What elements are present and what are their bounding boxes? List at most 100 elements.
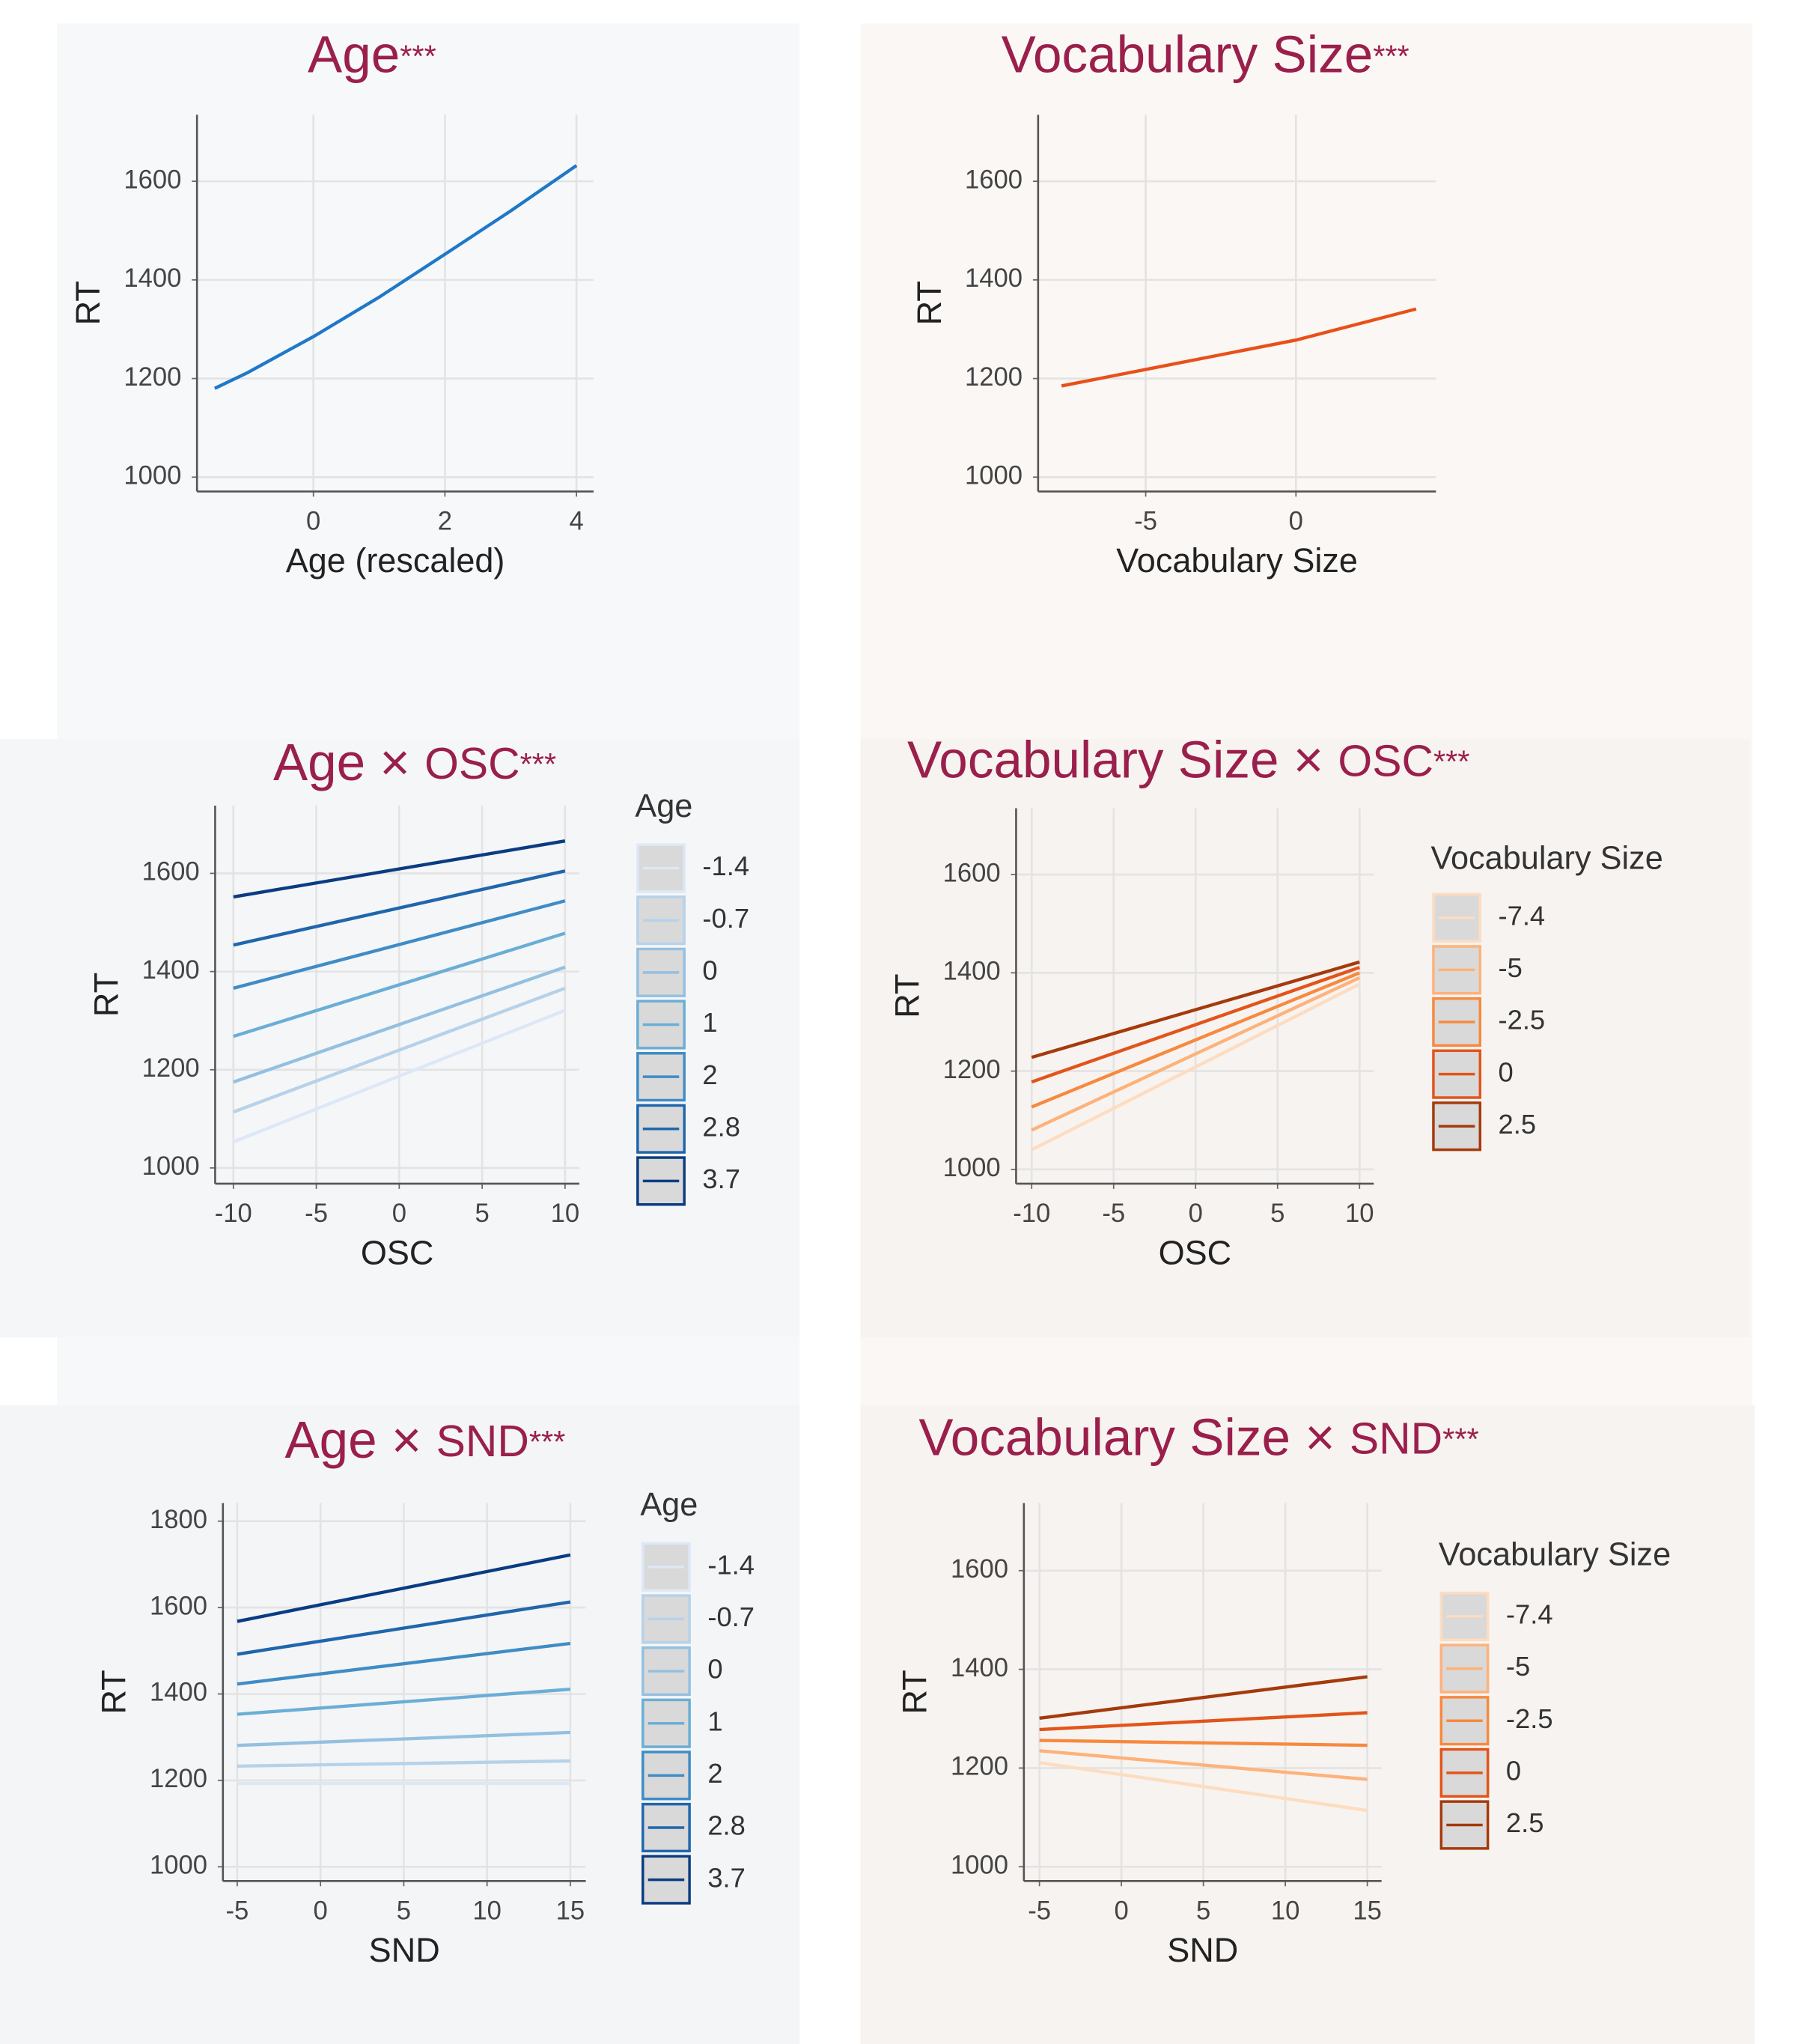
x-axis-label: SND [1167,1931,1238,1969]
y-tick-label: 1600 [943,859,1001,887]
x-tick-label: 10 [472,1897,502,1925]
chart-title: Age × OSC*** [273,733,556,791]
y-tick-label: 1400 [124,264,181,293]
legend-label: -2.5 [1506,1703,1553,1734]
legend-label: 2.5 [1506,1807,1544,1838]
x-tick-label: 0 [392,1199,406,1228]
series-line [233,869,566,947]
series-line [233,899,566,991]
series-line [1031,982,1361,1152]
x-tick-label: -5 [1102,1199,1125,1228]
x-tick-label: -10 [215,1199,252,1228]
legend-label: -5 [1506,1651,1530,1682]
series-line [1031,966,1360,1084]
legend-label: -1.4 [707,1549,755,1580]
x-tick-label: 10 [1271,1897,1300,1925]
y-tick-label: 1000 [124,461,181,490]
chart-title: Vocabulary Size*** [1002,25,1410,84]
y-tick-label: 1200 [943,1056,1001,1084]
legend-label: 0 [1499,1056,1514,1087]
x-tick-label: 10 [1345,1199,1374,1228]
x-axis-label: SND [369,1931,440,1969]
legend-label: 2.8 [707,1810,746,1841]
series-line [1061,307,1417,388]
legend-label: 0 [1506,1755,1521,1786]
title-part: *** [1442,1422,1479,1457]
y-tick-label: 1000 [142,1152,200,1181]
series-line [1039,1761,1368,1813]
title-part: Vocabulary Size × [918,1408,1349,1467]
x-tick-label: -5 [305,1199,328,1228]
y-axis-label: RT [896,1670,934,1715]
x-axis-label: OSC [1159,1233,1232,1271]
y-tick-label: 1200 [965,363,1023,392]
legend-title: Vocabulary Size [1430,841,1663,877]
y-tick-label: 1600 [951,1555,1008,1584]
series-line [1039,1675,1368,1721]
y-tick-label: 1000 [943,1154,1001,1182]
x-axis-label: Age (rescaled) [286,541,505,580]
panel-bg [860,739,1750,1338]
title-part: *** [1373,38,1410,73]
title-part: *** [529,1424,566,1459]
series-line [1039,1711,1368,1732]
chart-title: Vocabulary Size × SND*** [918,1408,1478,1467]
y-tick-label: 1600 [150,1592,207,1620]
series-line [237,1641,571,1686]
legend-label: -0.7 [702,903,749,934]
title-part: OSC [424,738,520,788]
series-line [1031,976,1361,1132]
series-line [233,839,566,899]
series-line [237,1600,571,1656]
legend-label: 2.5 [1499,1109,1537,1140]
y-tick-label: 1600 [142,858,200,886]
x-tick-label: 0 [1189,1199,1203,1228]
legend-title: Vocabulary Size [1439,1536,1671,1572]
chart-title: Age*** [308,25,436,84]
y-tick-label: 1000 [150,1851,207,1879]
title-part: Age × [284,1411,436,1469]
x-tick-label: -10 [1013,1199,1050,1228]
x-tick-label: 15 [1353,1897,1382,1925]
legend-label: -2.5 [1499,1005,1546,1035]
series-line [1039,1749,1368,1781]
title-part: OSC [1338,736,1433,785]
chart: Vocabulary Size × SND***1000120014001600… [896,1408,1671,1969]
chart-title: Vocabulary Size × OSC*** [907,730,1470,788]
legend-label: -7.4 [1506,1599,1553,1629]
legend-label: 2 [707,1758,722,1789]
legend-label: -7.4 [1499,900,1546,931]
y-tick-label: 1200 [142,1054,200,1083]
y-axis-label: RT [95,1670,133,1715]
series-line [237,1759,570,1768]
series-line [237,1687,571,1716]
legend-label: 1 [702,1007,717,1038]
x-tick-label: 10 [551,1199,580,1228]
series-line [233,986,566,1114]
chart: Vocabulary Size × OSC***1000120014001600… [888,730,1663,1271]
x-axis-label: Vocabulary Size [1116,541,1358,580]
x-tick-label: 0 [1289,507,1303,535]
legend-label: 0 [707,1654,722,1685]
legend-label: 3.7 [707,1862,746,1893]
x-tick-label: -5 [1134,507,1157,535]
chart-title: Age × SND*** [284,1411,565,1469]
y-tick-label: 1400 [951,1654,1008,1682]
x-tick-label: 4 [570,507,584,535]
title-part: Age × [273,733,424,791]
legend-title: Age [640,1487,698,1523]
y-axis-label: RT [87,973,125,1018]
legend-title: Age [635,788,692,824]
y-tick-label: 1400 [142,956,200,985]
series-line [1039,1739,1368,1748]
title-part: Vocabulary Size × [907,730,1338,788]
title-part: Age [308,25,400,84]
y-axis-label: RT [69,281,107,326]
title-part: SND [1350,1414,1442,1463]
series-line [237,1730,570,1748]
x-tick-label: 5 [1196,1897,1210,1925]
